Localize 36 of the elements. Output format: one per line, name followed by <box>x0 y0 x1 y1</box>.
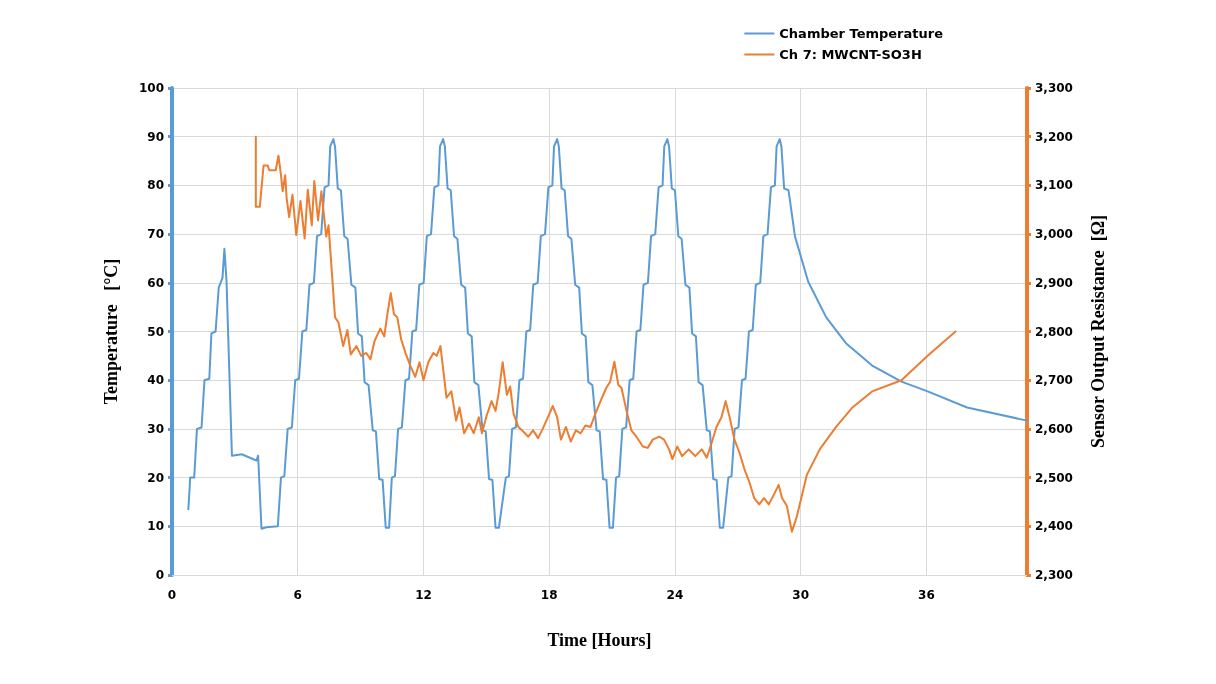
y2-tick-label: 3,100 <box>1035 178 1073 193</box>
x-tick-label: 30 <box>792 588 810 602</box>
y2-tick-label: 2,400 <box>1035 519 1073 534</box>
y-tick-label: 0 <box>155 568 164 582</box>
y-axis-title: Temperature [°C] <box>101 258 121 405</box>
x-tick-label: 0 <box>167 588 177 602</box>
legend-label: Ch 7: MWCNT-SO3H <box>779 47 922 62</box>
y-tick-label: 30 <box>147 421 164 436</box>
line-series <box>254 135 957 533</box>
y2-tick-label: 2,900 <box>1035 275 1073 290</box>
y2-tick-label: 2,600 <box>1035 421 1073 436</box>
legend-label: Chamber Temperature <box>779 26 944 41</box>
x-tick-label: 6 <box>293 588 302 602</box>
y-tick-label: 40 <box>147 373 164 388</box>
y-tick-label: 50 <box>147 324 164 339</box>
x-tick-label: 12 <box>415 588 432 602</box>
y-tick-label: 80 <box>147 178 164 193</box>
x-tick-label: 18 <box>540 588 558 602</box>
y-tick-label: 90 <box>147 129 164 144</box>
x-axis-title: Time [Hours] <box>547 630 652 650</box>
y-tick-label: 100 <box>138 81 164 95</box>
y2-axis-title: Sensor Output Resistance [Ω] <box>1088 214 1108 449</box>
x-tick-label: 36 <box>918 588 935 602</box>
y2-tick-label: 2,800 <box>1035 324 1073 339</box>
x-tick-label: 24 <box>666 588 684 602</box>
y2-tick-label: 2,300 <box>1035 568 1073 582</box>
y-tick-label: 70 <box>147 227 164 242</box>
y-tick-label: 10 <box>147 519 164 534</box>
y2-tick-label: 2,500 <box>1035 470 1073 485</box>
y2-tick-label: 3,300 <box>1035 81 1073 95</box>
y-tick-label: 20 <box>147 470 164 485</box>
y2-tick-label: 3,200 <box>1035 129 1073 144</box>
line-series <box>187 138 1028 530</box>
y-tick-label: 60 <box>147 275 164 290</box>
y2-tick-label: 2,700 <box>1035 373 1073 388</box>
y2-tick-label: 3,000 <box>1035 227 1073 242</box>
